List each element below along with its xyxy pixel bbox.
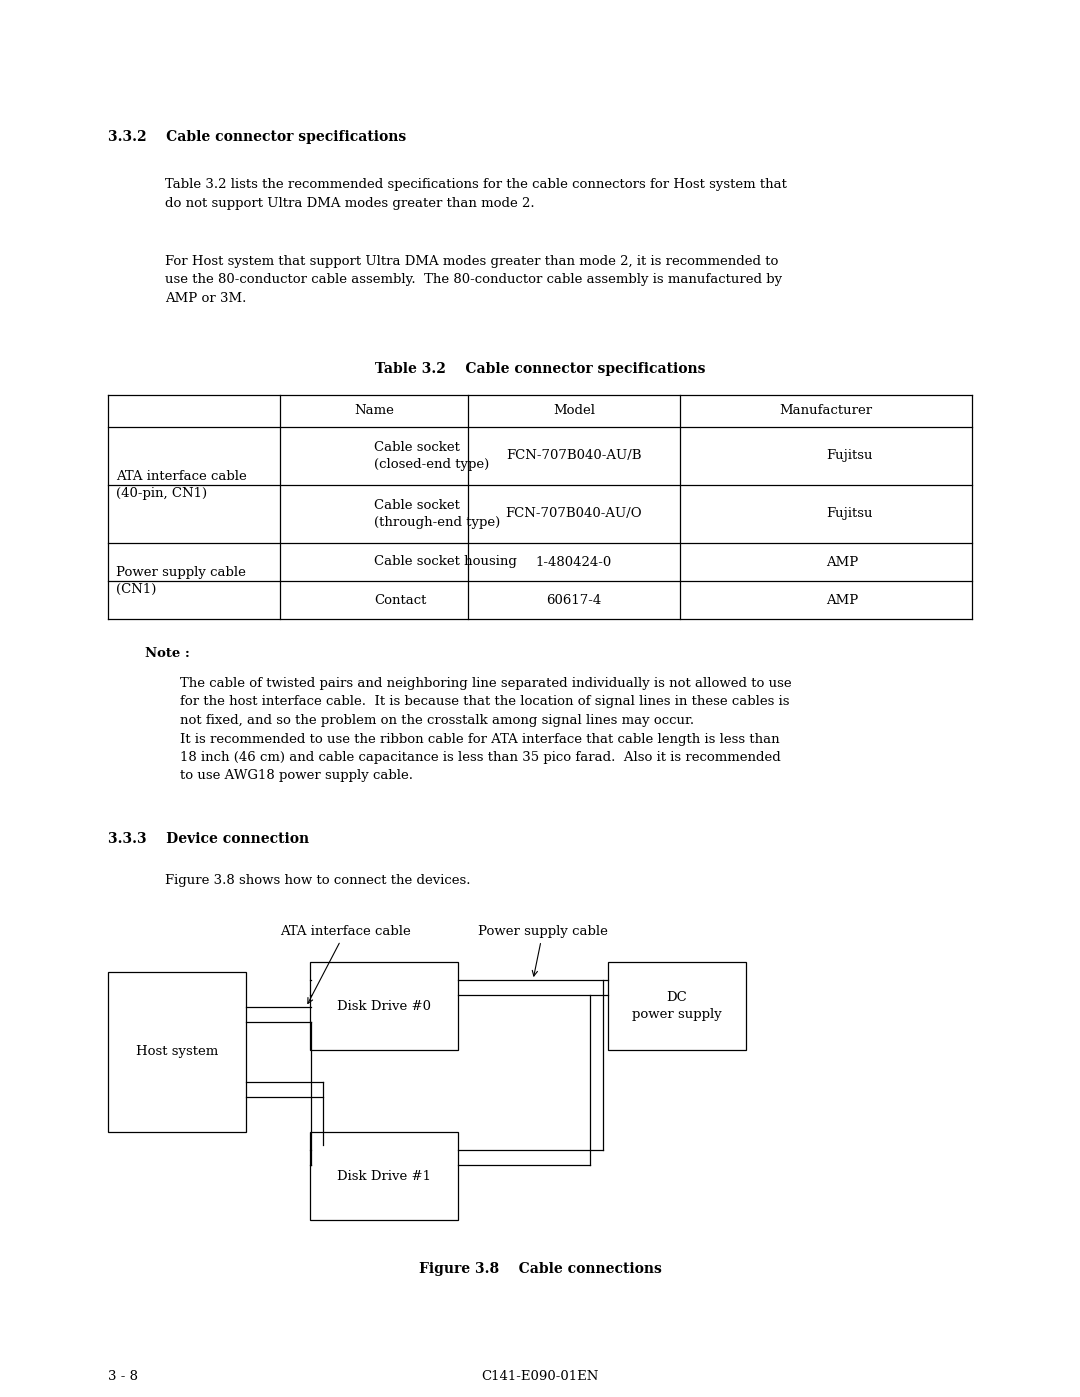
- Text: Cable socket
(through-end type): Cable socket (through-end type): [374, 499, 500, 529]
- Text: 3.3.3    Device connection: 3.3.3 Device connection: [108, 833, 309, 847]
- Text: AMP: AMP: [826, 556, 859, 569]
- Text: Name: Name: [354, 405, 394, 418]
- Text: 3 - 8: 3 - 8: [108, 1370, 138, 1383]
- Text: The cable of twisted pairs and neighboring line separated individually is not al: The cable of twisted pairs and neighbori…: [180, 678, 792, 782]
- Text: Disk Drive #1: Disk Drive #1: [337, 1169, 431, 1182]
- Text: Host system: Host system: [136, 1045, 218, 1059]
- Text: ATA interface cable: ATA interface cable: [280, 925, 410, 1003]
- Text: Contact: Contact: [374, 594, 427, 606]
- Text: For Host system that support Ultra DMA modes greater than mode 2, it is recommen: For Host system that support Ultra DMA m…: [165, 256, 782, 305]
- Bar: [310, 1132, 458, 1220]
- Text: Manufacturer: Manufacturer: [780, 405, 873, 418]
- Text: ATA interface cable
(40-pin, CN1): ATA interface cable (40-pin, CN1): [116, 469, 246, 500]
- Text: Power supply cable: Power supply cable: [478, 925, 608, 977]
- Text: Disk Drive #0: Disk Drive #0: [337, 999, 431, 1013]
- Text: AMP: AMP: [826, 594, 859, 606]
- Text: Table 3.2    Cable connector specifications: Table 3.2 Cable connector specifications: [375, 362, 705, 376]
- Text: 60617-4: 60617-4: [546, 594, 602, 606]
- Text: 1-480424-0: 1-480424-0: [536, 556, 612, 569]
- Text: Power supply cable
(CN1): Power supply cable (CN1): [116, 566, 246, 597]
- Text: Note :: Note :: [145, 647, 190, 659]
- Text: Fujitsu: Fujitsu: [826, 450, 873, 462]
- Text: C141-E090-01EN: C141-E090-01EN: [482, 1370, 598, 1383]
- Text: Figure 3.8 shows how to connect the devices.: Figure 3.8 shows how to connect the devi…: [165, 875, 471, 887]
- Text: Fujitsu: Fujitsu: [826, 507, 873, 521]
- Bar: [310, 963, 458, 1051]
- Text: FCN-707B040-AU/B: FCN-707B040-AU/B: [507, 450, 642, 462]
- Text: Table 3.2 lists the recommended specifications for the cable connectors for Host: Table 3.2 lists the recommended specific…: [165, 177, 787, 210]
- Text: FCN-707B040-AU/O: FCN-707B040-AU/O: [505, 507, 643, 521]
- Text: 3.3.2    Cable connector specifications: 3.3.2 Cable connector specifications: [108, 130, 406, 144]
- Bar: [608, 963, 746, 1051]
- Text: Cable socket
(closed-end type): Cable socket (closed-end type): [374, 440, 489, 471]
- Text: Model: Model: [553, 405, 595, 418]
- Text: DC
power supply: DC power supply: [632, 990, 721, 1021]
- Bar: [108, 972, 246, 1132]
- Text: Figure 3.8    Cable connections: Figure 3.8 Cable connections: [419, 1261, 661, 1275]
- Text: Cable socket housing: Cable socket housing: [374, 556, 517, 569]
